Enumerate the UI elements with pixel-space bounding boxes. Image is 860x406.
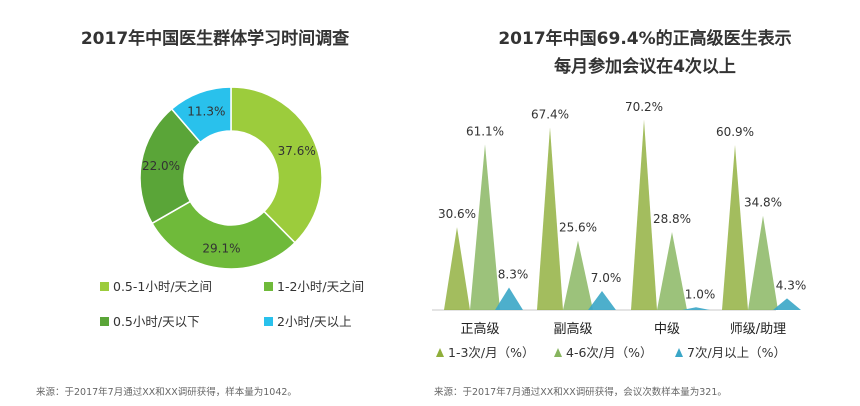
donut-chart-title: 2017年中国医生群体学习时间调查 [80,29,350,49]
legend-label: 0.5小时/天以下 [113,314,200,329]
meeting-chart-panel: 2017年中国69.4%的正高级医生表示 每月参加会议在4次以上 30.6% 61… [430,0,860,406]
triangle-bar [588,291,616,310]
legend-triangle [436,348,444,357]
legend-label: 1-2小时/天之间 [277,279,364,294]
legend-swatch [100,282,109,291]
category-label: 师级/助理 [730,322,786,337]
value-label: 7.0% [591,271,622,285]
value-label: 1.0% [685,287,716,301]
category-label: 副高级 [553,321,592,337]
legend-swatch [264,317,273,326]
triangle-bar [563,240,593,310]
legend-swatch [264,282,273,291]
value-label: 61.1% [466,124,504,138]
legend-triangle [675,348,683,357]
donut-slice-label: 22.0% [142,159,180,173]
value-label: 30.6% [438,207,476,221]
legend-label: 1-3次/月（%） [448,345,535,360]
meeting-chart: 30.6% 61.1% 8.3% 正高级 67.4% 25.6% 7.0% 副高级 70.2% 2… [432,100,807,360]
legend-label: 7次/月以上（%） [687,345,786,360]
donut-slice-label: 11.3% [187,104,225,118]
triangle-bar [537,127,563,310]
donut-chart-panel: 2017年中国医生群体学习时间调查 37.6% 29.1% 22.0% 11.3% 0.… [36,29,364,398]
value-label: 34.8% [744,196,782,210]
meeting-chart-title-line1: 2017年中国69.4%的正高级医生表示 [498,29,792,49]
triangle-bar [470,144,500,310]
triangle-bar [722,144,748,310]
value-label: 8.3% [498,268,529,282]
legend-swatch [100,317,109,326]
triangle-bar [631,119,657,311]
value-label: 25.6% [559,221,597,235]
donut-slice [151,200,297,270]
triangle-bar [657,231,687,310]
value-label: 60.9% [716,125,754,139]
value-label: 28.8% [653,212,691,226]
donut-slice [230,86,323,244]
value-label: 67.4% [531,107,569,121]
category-label: 正高级 [460,321,499,337]
value-label: 4.3% [776,278,807,292]
legend-label: 4-6次/月（%） [566,345,653,360]
triangle-bar [682,307,710,310]
legend-label: 2小时/天以上 [277,314,352,329]
donut-chart: 37.6% 29.1% 22.0% 11.3% 0.5-1小时/天之间 1-2小时/天之间… [100,86,364,329]
meeting-chart-title-line2: 每月参加会议在4次以上 [554,57,736,77]
donut-slice-label: 29.1% [202,241,240,255]
triangle-bar [495,287,523,310]
donut-slice [170,86,232,144]
triangle-bar [444,227,470,310]
donut-slice-label: 37.6% [278,144,316,158]
source-note-left: 来源：于2017年7月通过XX和XX调研获得，样本量为1042。 [36,387,297,398]
legend-triangle [554,348,562,357]
triangle-bar [748,215,778,310]
category-label: 中级 [654,322,680,337]
legend-label: 0.5-1小时/天之间 [113,279,212,294]
triangle-bar [773,298,801,310]
value-label: 70.2% [625,100,663,114]
source-note-right: 来源：于2017年7月通过XX和XX调研获得，会议次数样本量为321。 [434,387,727,398]
